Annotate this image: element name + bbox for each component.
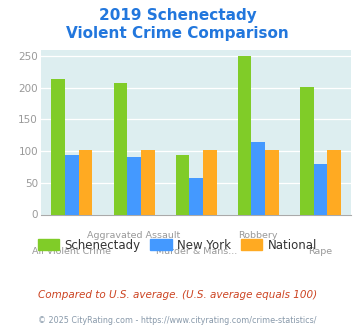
Bar bbox=[127, 157, 141, 214]
Bar bbox=[251, 142, 265, 214]
Legend: Schenectady, New York, National: Schenectady, New York, National bbox=[33, 234, 322, 256]
Text: Rape: Rape bbox=[308, 248, 332, 256]
Bar bbox=[65, 155, 79, 214]
Text: Violent Crime Comparison: Violent Crime Comparison bbox=[66, 26, 289, 41]
Bar bbox=[51, 79, 65, 214]
Text: Murder & Mans...: Murder & Mans... bbox=[155, 248, 237, 256]
Bar bbox=[300, 87, 313, 214]
Text: Robbery: Robbery bbox=[239, 231, 278, 240]
Bar bbox=[327, 150, 341, 214]
Text: © 2025 CityRating.com - https://www.cityrating.com/crime-statistics/: © 2025 CityRating.com - https://www.city… bbox=[38, 316, 317, 325]
Bar bbox=[176, 155, 189, 214]
Text: Aggravated Assault: Aggravated Assault bbox=[87, 231, 181, 240]
Bar bbox=[189, 178, 203, 214]
Bar bbox=[203, 150, 217, 214]
Bar bbox=[265, 150, 279, 214]
Bar bbox=[141, 150, 154, 214]
Bar bbox=[313, 164, 327, 214]
Bar bbox=[114, 83, 127, 214]
Bar bbox=[79, 150, 92, 214]
Text: Compared to U.S. average. (U.S. average equals 100): Compared to U.S. average. (U.S. average … bbox=[38, 290, 317, 300]
Text: 2019 Schenectady: 2019 Schenectady bbox=[99, 8, 256, 23]
Text: All Violent Crime: All Violent Crime bbox=[32, 248, 111, 256]
Bar bbox=[238, 56, 251, 214]
